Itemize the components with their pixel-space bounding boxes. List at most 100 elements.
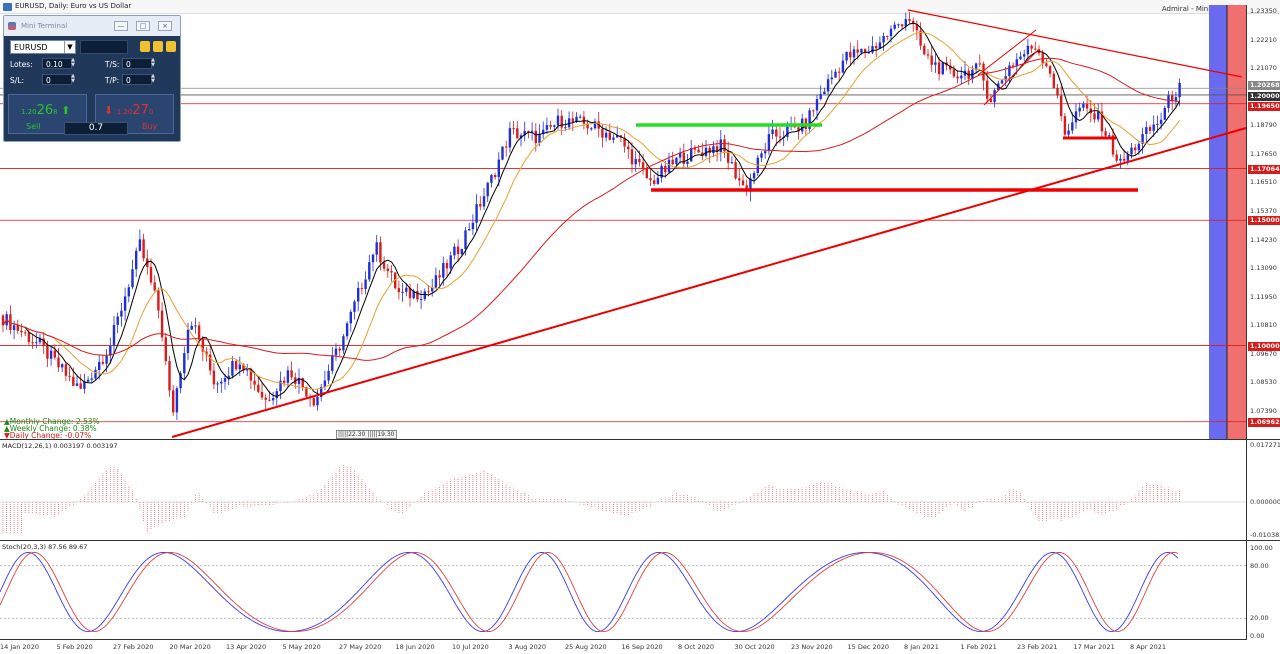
candle-body [434,275,438,288]
candle-body [238,364,241,370]
level-marker: 1.17064 [1248,164,1280,174]
gear-icon[interactable] [153,41,163,52]
candle-body [1145,127,1148,135]
candle-body [320,386,323,397]
info-icon[interactable] [166,41,176,52]
tp-input[interactable]: 0 [122,74,152,85]
candle-body [342,336,345,351]
candle-body [900,24,904,27]
candle-body [275,391,278,399]
lots-stepper[interactable]: ▲ ▼ [71,57,75,68]
candle-body [390,271,393,273]
candle-body [175,388,179,413]
candle-body [604,132,608,138]
lots-input[interactable]: 0.10 [42,58,72,69]
settings-icon[interactable] [140,41,150,52]
candle-body [671,159,674,165]
sell-quote: 1.20268 ⬆ [21,103,70,118]
candle-body [1097,111,1100,120]
candle-body [1156,123,1159,125]
lots-label: Lotes: [10,60,33,69]
candle-body [1085,103,1089,109]
candle-body [1019,56,1022,60]
symbol-dropdown-chevron-icon[interactable]: ▼ [64,41,75,53]
stoch-axis-label: 100.00 [1250,544,1273,552]
date-axis-label: 8 Jan 2021 [904,643,939,651]
candle-body [120,310,123,317]
candle-body [423,291,426,299]
level-marker: 1.20000 [1248,91,1280,101]
candle-body [1115,154,1118,161]
candle-body [767,134,771,152]
candle-body [190,325,193,330]
symbol-select[interactable]: EURUSD [10,40,76,54]
candle-body [338,348,341,351]
candle-body [819,94,822,100]
date-axis-label: 8 Apr 2021 [1130,643,1167,651]
candle-body [131,269,134,288]
candle-body [701,152,704,157]
candle-body [497,159,500,178]
candle-body [1071,122,1074,131]
mini-terminal[interactable]: Mini Terminal — □ × EURUSD ▼ Lotes: 0.10… [3,15,181,142]
ts-stepper[interactable]: ▲ ▼ [151,57,155,68]
candle-body [212,370,216,385]
candle-body [727,151,730,163]
candle-body [164,337,167,362]
sell-button[interactable]: Sell [26,122,41,131]
weekly-change: ▲Weekly Change: 0.38% [4,424,97,433]
restore-button[interactable]: □ [136,21,150,31]
candle-body [601,128,604,138]
candle-body [416,291,419,300]
candle-body [505,146,508,148]
candle-body [1000,80,1004,84]
candle-body [960,75,963,79]
close-button[interactable]: × [158,21,172,31]
candle-body [168,361,171,391]
candle-body [538,134,541,144]
candle-body [253,380,256,385]
symbol-info-field [80,40,128,54]
date-axis-label: 30 Oct 2020 [734,643,775,651]
candle-body [649,178,652,181]
crosshair-label-1: 22.30 [348,431,366,438]
candle-body [1008,65,1011,77]
candle-body [468,229,471,231]
candle-body [27,332,31,343]
candle-body [749,178,752,192]
ts-input[interactable]: 0 [122,58,152,69]
candle-body [57,357,60,368]
buy-price-big: 27 [132,103,149,118]
candle-body [493,175,497,178]
candle-body [1082,103,1085,108]
candle-body [371,254,375,263]
stoch-d-line [0,551,1179,633]
candle-body [368,262,371,280]
broker-label: Admiral - Mini Terminal [1161,5,1242,13]
tp-stepper[interactable]: ▲ ▼ [151,73,155,84]
red-band [1227,5,1246,439]
sell-price-small: 1.20 [21,108,37,116]
candle-body [882,36,885,43]
candle-body [127,287,130,297]
candle-body [897,24,900,26]
candle-body [815,99,819,111]
buy-price-sup: 0 [148,108,154,116]
price-axis-label: 1.18790 [1250,121,1277,130]
minimize-button[interactable]: — [114,21,128,31]
candle-body [719,139,722,153]
buy-button[interactable]: Buy [142,122,158,131]
candle-body [501,146,504,160]
level-marker: 1.19650 [1248,101,1280,111]
candle-body [471,222,475,230]
date-axis-label: 16 Sep 2020 [621,643,663,651]
sl-stepper[interactable]: ▲ ▼ [71,73,75,84]
candle-body [849,51,852,58]
candle-body [427,291,430,293]
mini-terminal-header[interactable]: Mini Terminal — □ × [4,16,180,36]
candle-body [1004,76,1007,81]
candle-body [530,130,534,132]
chart-window-title: EURUSD, Daily: Euro vs US Dollar [15,2,132,10]
sl-input[interactable]: 0 [42,74,72,85]
